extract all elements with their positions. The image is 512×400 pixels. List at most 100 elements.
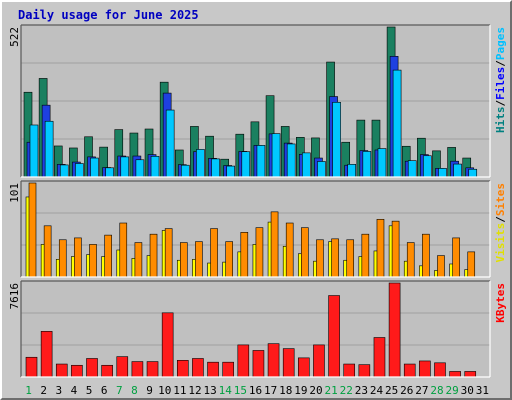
bar-kbytes-day-16 <box>252 350 265 378</box>
bar-pages-day-9 <box>150 156 160 178</box>
bar-pages-day-6 <box>105 167 114 178</box>
x-tick-label-day-5: 5 <box>86 384 93 397</box>
bar-kbytes-day-24 <box>373 337 386 378</box>
bar-sites-day-3 <box>58 239 67 278</box>
legend-label-pages: Pages <box>494 27 507 60</box>
x-tick-label-day-2: 2 <box>40 384 47 397</box>
bar-pages-day-26 <box>407 160 417 178</box>
bar-sites-day-25 <box>391 220 400 278</box>
panel-bottom: 7616 KBytes <box>8 280 507 378</box>
bar-sites-day-8 <box>134 242 143 278</box>
bar-pages-day-28 <box>438 168 447 178</box>
chart-title: Daily usage for June 2025 <box>18 8 199 22</box>
bar-pages-day-12 <box>196 149 205 178</box>
bar-pages-day-20 <box>317 161 326 178</box>
legend-label-files: Files <box>494 67 507 100</box>
x-tick-label-day-9: 9 <box>146 384 153 397</box>
bar-pages-day-21 <box>332 101 341 178</box>
bar-sites-day-12 <box>195 241 203 278</box>
bar-sites-day-6 <box>104 234 112 278</box>
bar-sites-day-27 <box>422 233 430 278</box>
panel-top-legend-labels: Hits/Files/Pages <box>494 27 507 133</box>
x-tick-label-day-10: 10 <box>158 384 171 397</box>
bar-pages-day-7 <box>120 156 130 178</box>
bar-sites-day-24 <box>376 218 385 278</box>
bar-kbytes-day-9 <box>146 361 159 378</box>
bar-sites-day-16 <box>255 227 264 278</box>
bar-kbytes-day-10 <box>161 312 174 378</box>
bar-pages-day-17 <box>271 133 281 178</box>
x-tick-label-day-14: 14 <box>219 384 233 397</box>
x-tick-label-day-7: 7 <box>116 384 123 397</box>
bar-kbytes-day-1 <box>25 356 38 378</box>
legend-separator: / <box>494 100 507 107</box>
bar-kbytes-day-11 <box>176 360 189 378</box>
x-tick-label-day-21: 21 <box>325 384 338 397</box>
x-tick-label-day-1: 1 <box>25 384 32 397</box>
bar-kbytes-day-30 <box>464 371 477 378</box>
bar-kbytes-day-5 <box>86 358 98 378</box>
bar-pages-day-16 <box>256 145 266 178</box>
bar-pages-day-15 <box>241 151 251 178</box>
bar-pages-day-11 <box>180 164 190 178</box>
x-tick-label-day-19: 19 <box>294 384 307 397</box>
bar-kbytes-day-28 <box>434 362 446 378</box>
bar-pages-day-24 <box>377 148 387 178</box>
bar-sites-day-10 <box>164 228 173 278</box>
x-tick-label-day-23: 23 <box>355 384 368 397</box>
x-tick-label-day-31: 31 <box>476 384 489 397</box>
x-tick-label-day-28: 28 <box>430 384 443 397</box>
x-tick-label-day-18: 18 <box>279 384 292 397</box>
x-tick-label-day-16: 16 <box>249 384 262 397</box>
bar-pages-day-5 <box>90 157 99 178</box>
bar-sites-day-30 <box>467 251 476 278</box>
x-tick-label-day-27: 27 <box>415 384 428 397</box>
bar-kbytes-day-4 <box>71 364 83 378</box>
bar-kbytes-day-6 <box>101 364 113 378</box>
x-tick-label-day-8: 8 <box>131 384 138 397</box>
x-axis-tick-labels: 1 2 3 4 5 6 7 8 9 10 11 12 13 14 15 16 17 18 19 20 21 22 23 24 2… <box>25 384 489 397</box>
bar-pages-day-29 <box>453 163 462 178</box>
x-tick-label-day-26: 26 <box>400 384 413 397</box>
bar-kbytes-day-18 <box>282 348 295 378</box>
legend-label-kbytes: KBytes <box>494 283 507 323</box>
x-tick-label-day-15: 15 <box>234 384 247 397</box>
bar-kbytes-day-14 <box>222 361 234 378</box>
panel-middle: 101 Visits/Sites <box>8 180 507 278</box>
x-tick-label-day-30: 30 <box>461 384 474 397</box>
panel-middle-ymax-label: 101 <box>8 183 21 203</box>
bar-kbytes-day-25 <box>388 282 401 378</box>
bar-pages-day-27 <box>423 155 432 178</box>
bar-sites-day-1 <box>28 182 37 278</box>
bar-sites-day-2 <box>43 225 52 278</box>
bar-sites-day-5 <box>89 244 97 278</box>
bar-kbytes-day-20 <box>313 344 325 378</box>
bar-sites-day-28 <box>437 255 445 278</box>
bar-kbytes-day-15 <box>237 344 250 378</box>
bar-pages-day-10 <box>165 109 175 178</box>
legend-label-hits: Hits <box>494 107 507 134</box>
bar-sites-day-29 <box>452 237 460 278</box>
x-tick-label-day-12: 12 <box>188 384 201 397</box>
bar-kbytes-day-8 <box>131 361 144 378</box>
bar-kbytes-day-22 <box>343 363 356 378</box>
bar-pages-day-22 <box>347 164 357 178</box>
bar-sites-day-7 <box>119 222 128 278</box>
x-tick-label-day-4: 4 <box>71 384 78 397</box>
bar-kbytes-day-27 <box>419 360 431 378</box>
panel-bottom-ymax-label: 7616 <box>8 283 21 310</box>
bar-sites-day-18 <box>285 222 294 278</box>
legend-label-sites: Sites <box>494 183 507 216</box>
bar-kbytes-day-13 <box>207 361 219 378</box>
bar-pages-day-18 <box>286 143 296 178</box>
x-tick-label-day-24: 24 <box>370 384 384 397</box>
bar-kbytes-day-2 <box>40 331 53 378</box>
bar-kbytes-day-12 <box>192 358 204 378</box>
bar-kbytes-day-7 <box>116 356 129 378</box>
x-tick-label-day-6: 6 <box>101 384 108 397</box>
bar-sites-day-22 <box>346 239 355 278</box>
x-tick-label-day-20: 20 <box>309 384 322 397</box>
bar-kbytes-day-26 <box>403 363 416 378</box>
